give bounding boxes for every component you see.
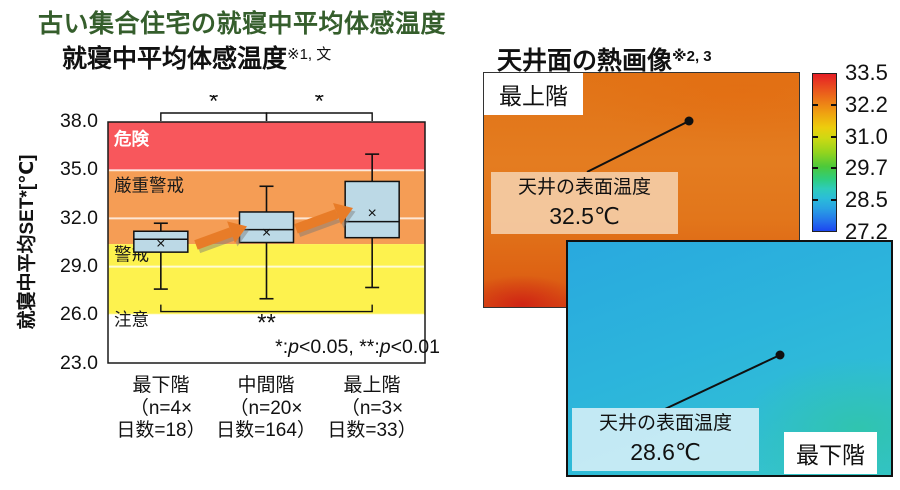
annotation-text: 天井の表面温度 xyxy=(517,177,651,198)
x-category-label: 中間階 （n=20× 日数=164） xyxy=(201,375,331,443)
y-tick-label: 38.0 xyxy=(60,110,98,132)
sig-bracket-top xyxy=(265,112,373,121)
sig-val1: <0.05, xyxy=(299,336,360,358)
colorbar-tick-label: 32.2 xyxy=(845,92,888,117)
temperature-annotation-bottom: 天井の表面温度 28.6℃ xyxy=(572,408,759,471)
thermal-colorbar xyxy=(812,73,837,232)
sig-p2: p xyxy=(379,336,391,358)
sig-bracket-bottom xyxy=(160,304,373,313)
category-name: 最上階 xyxy=(343,375,401,396)
sig-star2: **: xyxy=(359,336,380,358)
x-category-label: 最下階 （n=4× 日数=18） xyxy=(96,375,226,443)
category-name: 中間階 xyxy=(237,375,295,396)
category-name: 最下階 xyxy=(132,375,190,396)
colorbar-tick xyxy=(812,167,818,170)
sig-star: ** xyxy=(257,310,276,337)
mean-marker: × xyxy=(367,205,376,222)
thermal-title: 天井面の熱画像※2, 3 xyxy=(497,41,712,77)
floor-label-top: 最上階 xyxy=(484,73,583,115)
boxplot-title: 就寝中平均体感温度※1, 文 xyxy=(62,39,331,75)
annotation-text: 天井の表面温度 xyxy=(598,413,732,434)
thermal-title-text: 天井面の熱画像 xyxy=(497,47,673,75)
colorbar-tick xyxy=(831,103,837,106)
increase-arrow xyxy=(333,203,353,225)
thermal-image-bottom-floor: 天井の表面温度 28.6℃ 最下階 xyxy=(566,240,893,477)
y-tick-label: 26.0 xyxy=(60,303,98,325)
page-title: 古い集合住宅の就寝中平均体感温度 xyxy=(38,10,447,38)
temperature-annotation-top: 天井の表面温度 32.5℃ xyxy=(491,172,678,234)
category-days: 日数=33） xyxy=(327,420,417,441)
sig-star: * xyxy=(209,95,218,115)
colorbar-tick-label: 31.0 xyxy=(845,124,888,149)
boxplot-title-footnote: ※1, 文 xyxy=(287,46,332,63)
annotation-value: 32.5℃ xyxy=(549,203,620,229)
thermal-image-top-floor: 最上階 天井の表面温度 32.5℃ xyxy=(483,72,800,308)
floor-label-bottom: 最下階 xyxy=(784,432,877,474)
colorbar-tick xyxy=(812,199,818,202)
sig-val2: <0.01 xyxy=(390,336,440,358)
y-tick-label: 35.0 xyxy=(60,158,98,180)
colorbar-tick-label: 33.5 xyxy=(845,60,888,85)
thermal-title-footnote: ※2, 3 xyxy=(672,48,712,65)
x-category-label: 最上階 （n=3× 日数=33） xyxy=(307,375,437,443)
measure-point-dot xyxy=(684,116,694,126)
warning-band-3 xyxy=(108,314,425,363)
sig-star1: *: xyxy=(275,336,289,358)
category-n: （n=4× xyxy=(129,397,193,419)
box-1 xyxy=(238,211,295,244)
category-days: 日数=164） xyxy=(216,420,316,441)
increase-arrow xyxy=(227,221,247,244)
increase-arrow xyxy=(294,209,339,234)
mean-marker: × xyxy=(262,224,271,241)
colorbar-tick xyxy=(812,103,818,106)
category-n: （n=20× xyxy=(229,397,303,419)
box-0 xyxy=(133,230,189,253)
category-days: 日数=18） xyxy=(116,420,206,441)
sig-star: * xyxy=(315,95,324,115)
boxplot-title-text: 就寝中平均体感温度 xyxy=(62,45,288,73)
band-label: 危険 xyxy=(113,129,149,149)
warning-band-0 xyxy=(108,122,425,171)
band-label: 厳重警戒 xyxy=(114,175,184,195)
y-tick-label: 23.0 xyxy=(60,352,98,374)
colorbar-tick-label: 28.5 xyxy=(845,187,888,212)
colorbar-tick-label: 27.2 xyxy=(845,219,888,244)
sig-p1: p xyxy=(288,336,299,358)
significance-note: *:p<0.05, **:p<0.01 xyxy=(200,336,440,359)
mean-marker: × xyxy=(156,236,165,253)
y-tick-label: 32.0 xyxy=(60,207,98,229)
measure-point-dot xyxy=(775,350,785,360)
colorbar-tick-label: 29.7 xyxy=(845,155,888,180)
annotation-value: 28.6℃ xyxy=(630,439,701,465)
colorbar-tick xyxy=(812,135,818,138)
colorbar-tick xyxy=(831,167,837,170)
y-tick-label: 29.0 xyxy=(60,255,98,277)
band-label: 注意 xyxy=(114,310,149,330)
plot-border xyxy=(107,121,426,364)
colorbar-tick xyxy=(831,135,837,138)
box-2 xyxy=(344,180,400,239)
increase-arrow xyxy=(194,227,233,250)
category-n: （n=3× xyxy=(340,397,404,419)
colorbar-tick xyxy=(831,199,837,202)
